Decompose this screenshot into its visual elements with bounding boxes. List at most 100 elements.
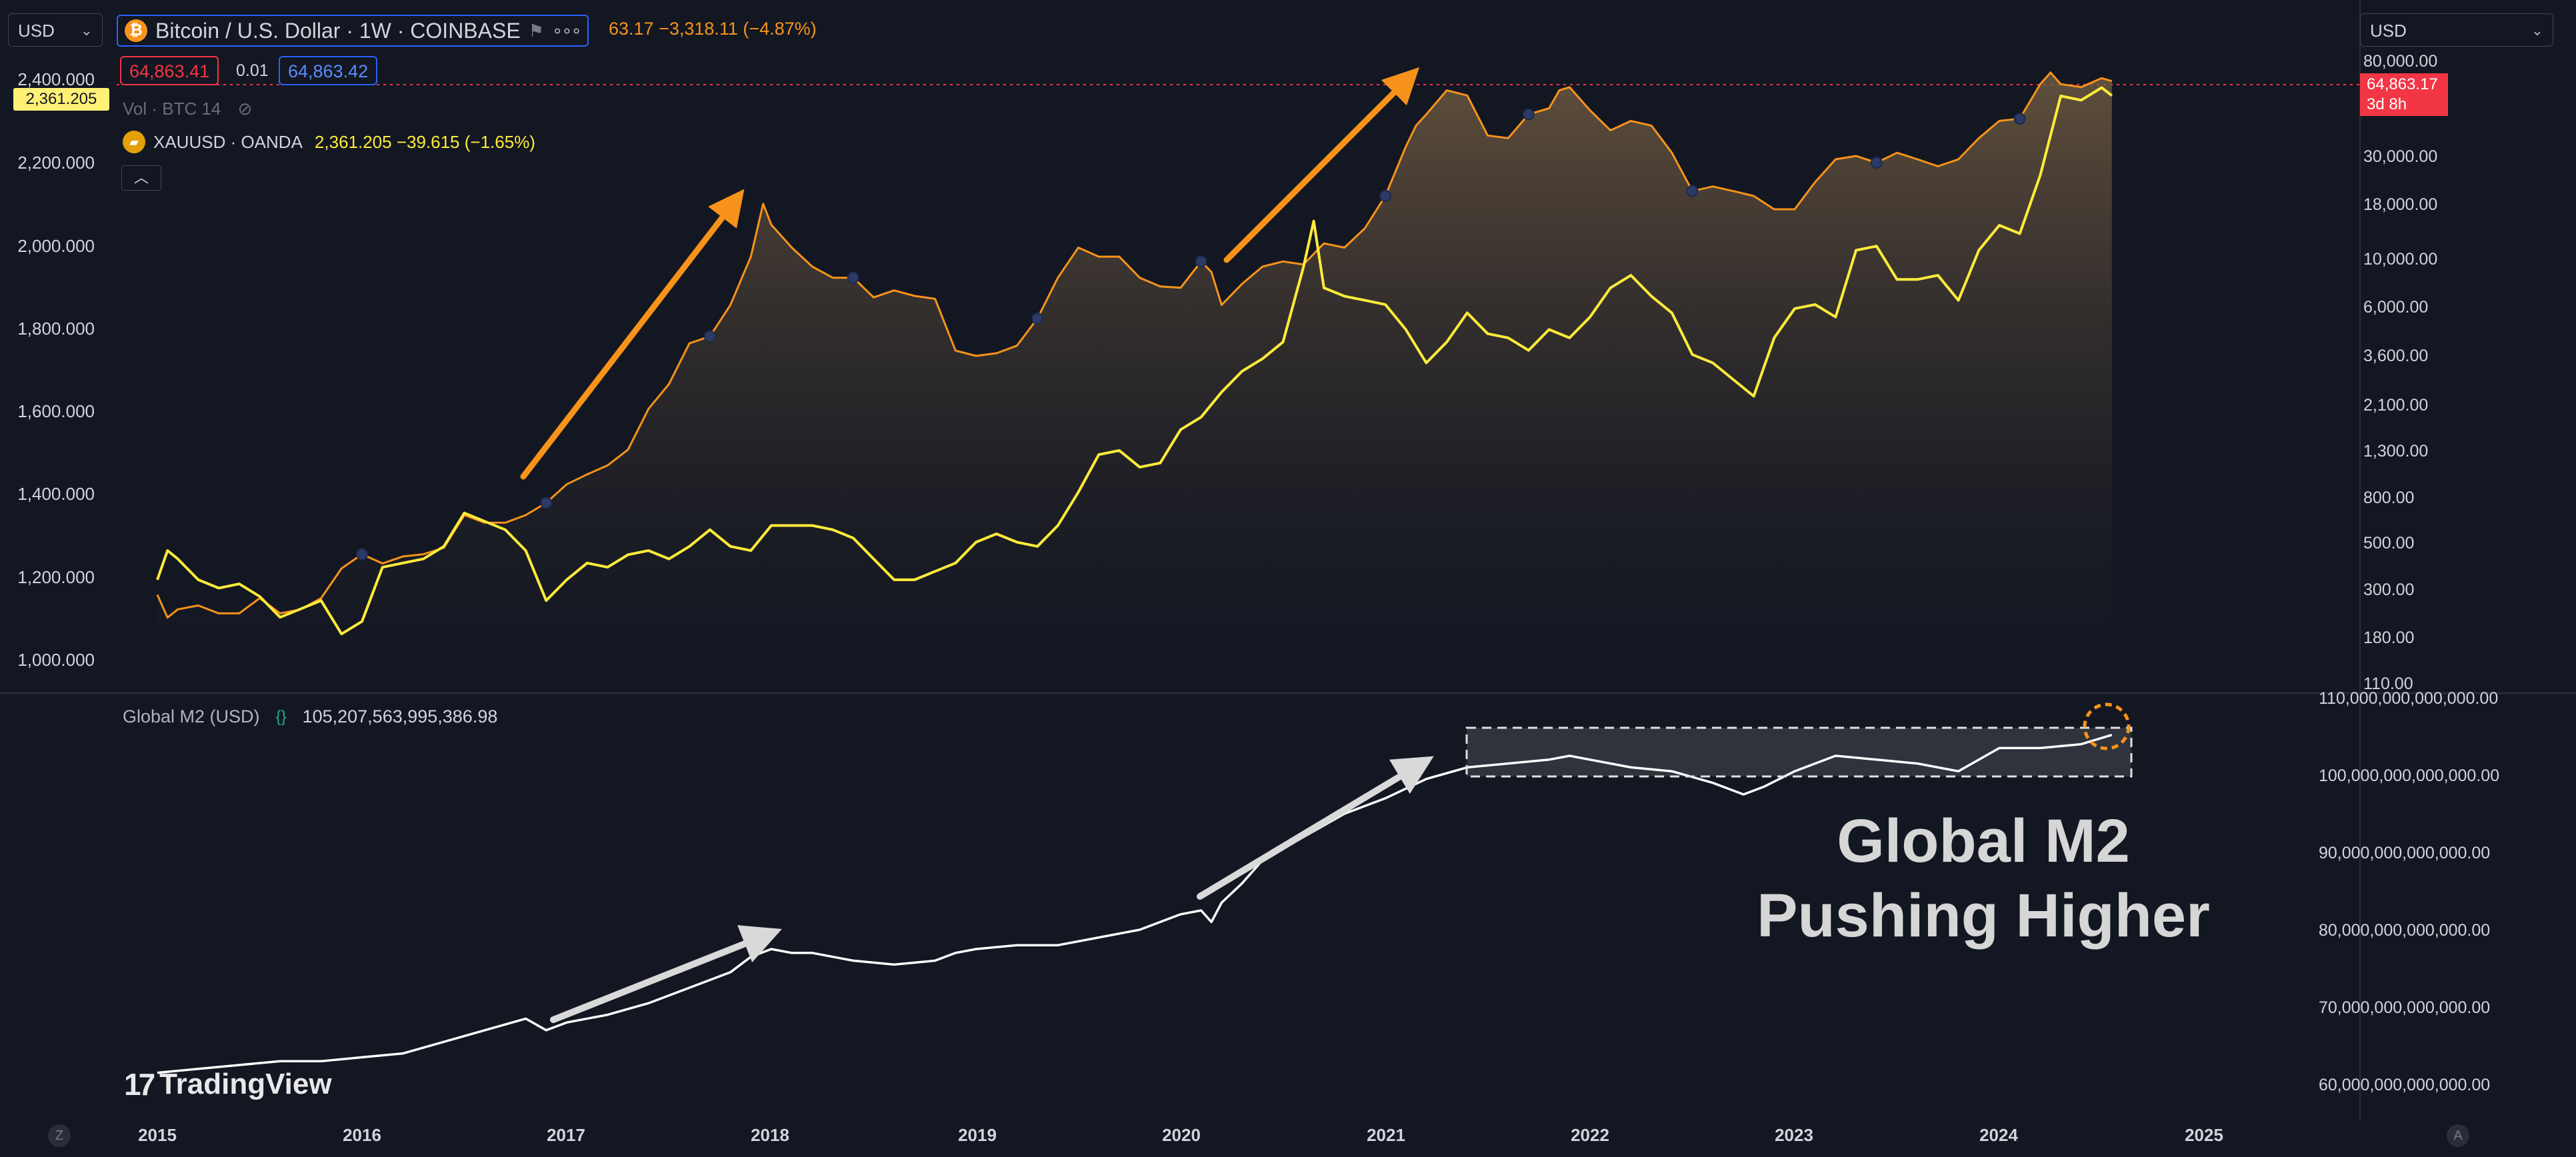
m2-legend[interactable]: Global M2 (USD) {} 105,207,563,995,386.9… [123, 706, 497, 727]
left-axis-tick: 2,400.000 [17, 69, 95, 89]
time-axis-tick: 2023 [1775, 1125, 1813, 1145]
left-axis-tick: 1,400.000 [17, 484, 95, 504]
btc-series [156, 71, 2113, 690]
time-axis-tick: 2020 [1162, 1125, 1201, 1145]
time-axis-tick: 2016 [343, 1125, 381, 1145]
left-axis-tick: 1,000.000 [17, 650, 95, 670]
right-axis-tick: 500.00 [2363, 534, 2415, 553]
btc-price-tag-countdown: 3d 8h [2367, 95, 2407, 113]
right-axis-tick: 3,600.00 [2363, 347, 2429, 365]
more-options-icon[interactable]: ∘∘∘ [551, 20, 582, 41]
btc-dividend-marker [847, 271, 859, 284]
annotation-line-1: Global M2 [1837, 807, 2130, 875]
time-axis-tick: 2021 [1367, 1125, 1405, 1145]
chevron-down-icon: ⌄ [2531, 22, 2543, 39]
m2-axis-tick: 80,000,000,000,000.00 [2319, 921, 2491, 940]
gold-legend-name: XAUUSD · OANDA [153, 131, 303, 152]
time-axis-tick: 2015 [138, 1125, 177, 1145]
collapse-legend-button[interactable]: ︿ [121, 165, 161, 191]
chevron-down-icon: ⌄ [80, 22, 93, 39]
right-axis-tick: 300.00 [2363, 580, 2415, 599]
right-axis-tick: 10,000.00 [2363, 250, 2438, 269]
gold-line [156, 86, 2113, 636]
m2-axis-tick: 110,000,000,000,000.00 [2319, 689, 2499, 708]
volume-legend[interactable]: Vol · BTC 14 ⊘ [123, 99, 252, 119]
symbol-title: Bitcoin / U.S. Dollar · 1W · COINBASE [155, 18, 521, 43]
currency-right-label: USD [2370, 21, 2407, 41]
time-axis-tick: 2019 [958, 1125, 997, 1145]
btc-dividend-marker [703, 330, 716, 343]
left-axis-tick: 2,200.000 [17, 153, 95, 173]
btc-area-fill [157, 72, 2112, 690]
time-axis-tick: 2025 [2185, 1125, 2223, 1145]
m2-axis-tick: 70,000,000,000,000.00 [2319, 998, 2491, 1017]
tradingview-watermark[interactable]: 17 TradingView [124, 1066, 332, 1102]
annotation-text: Global M2 Pushing Higher [1683, 804, 2283, 953]
m2-axis-tick: 60,000,000,000,000.00 [2319, 1076, 2491, 1094]
annotation-arrows [520, 67, 1434, 1023]
btc-dividend-marker [1379, 190, 1391, 202]
gold-price-tag: 2,361.205 [13, 88, 109, 111]
btc-dividend-marker [356, 548, 368, 561]
ask-price[interactable]: 64,863.42 [279, 56, 378, 85]
auto-scale-button[interactable]: A [2447, 1124, 2469, 1147]
left-axis-tick: 1,200.000 [17, 567, 95, 587]
right-axis-tick: 2,100.00 [2363, 396, 2429, 415]
gold-legend[interactable]: ▰ XAUUSD · OANDA 2,361.205 −39.615 (−1.6… [123, 131, 535, 153]
time-axis-tick: 2022 [1571, 1125, 1609, 1145]
time-axis-tick: 2018 [751, 1125, 789, 1145]
btc-dividend-marker [1031, 312, 1044, 325]
symbol-legend[interactable]: ₿ Bitcoin / U.S. Dollar · 1W · COINBASE … [117, 15, 589, 47]
m2-highlight-circle [2083, 702, 2131, 750]
code-braces-icon[interactable]: {} [275, 707, 287, 726]
arrow-orange-2 [1223, 67, 1420, 263]
btc-dividend-marker [2013, 113, 2026, 125]
m2-range-box [1465, 726, 2133, 778]
btc-dividend-marker [540, 497, 553, 509]
btc-dividend-marker [1686, 185, 1699, 197]
zoom-mode-button[interactable]: Z [48, 1124, 71, 1147]
arrow-orange-1 [520, 189, 745, 480]
right-axis-tick: 110.00 [2363, 674, 2413, 693]
right-axis-tick: 80,000.00 [2363, 52, 2438, 71]
chevron-up-icon: ︿ [133, 169, 149, 186]
annotation-line-2: Pushing Higher [1757, 882, 2210, 950]
tradingview-logo-icon: 17 [124, 1067, 155, 1102]
right-axis-tick: 6,000.00 [2363, 298, 2429, 317]
left-axis-tick: 1,800.000 [17, 319, 95, 339]
m2-axis-tick: 90,000,000,000,000.00 [2319, 844, 2491, 862]
left-axis-tick: 1,600.000 [17, 401, 95, 421]
price-change-text: 63.17 −3,318.11 (−4.87%) [609, 19, 817, 39]
right-axis-tick: 30,000.00 [2363, 147, 2438, 166]
currency-left-label: USD [18, 21, 55, 41]
right-axis-tick: 180.00 [2363, 628, 2415, 647]
bid-price[interactable]: 64,863.41 [120, 56, 219, 85]
arrow-grey-1 [550, 925, 782, 1023]
time-axis-tick: 2017 [547, 1125, 585, 1145]
currency-select-left[interactable]: USD ⌄ [8, 13, 103, 47]
btc-dividend-marker [1870, 157, 1883, 169]
currency-select-right[interactable]: USD ⌄ [2360, 13, 2553, 47]
left-axis-tick: 2,000.000 [17, 236, 95, 256]
spread-value: 0.01 [236, 61, 269, 80]
volume-label: Vol · BTC 14 [123, 99, 221, 119]
m2-legend-value: 105,207,563,995,386.98 [302, 706, 498, 726]
eye-off-icon[interactable]: ⊘ [237, 99, 253, 119]
m2-axis-tick: 100,000,000,000,000.00 [2319, 766, 2500, 785]
btc-price-tag: 64,863.17 3d 8h [2360, 73, 2448, 116]
m2-legend-name: Global M2 (USD) [123, 706, 260, 726]
right-axis-tick: 800.00 [2363, 489, 2415, 507]
m2-series [157, 734, 2113, 1074]
m2-line [157, 734, 2113, 1074]
time-axis-tick: 2024 [1979, 1125, 2018, 1145]
tradingview-wordmark: TradingView [159, 1068, 332, 1100]
right-axis-tick: 1,300.00 [2363, 442, 2429, 461]
btc-dividend-marker [1195, 255, 1207, 268]
btc-dividend-marker [1522, 108, 1535, 121]
btc-price-tag-value: 64,863.17 [2367, 75, 2438, 93]
flag-icon[interactable]: ⚑ [528, 20, 544, 41]
gold-series [156, 86, 2113, 636]
gold-legend-values: 2,361.205 −39.615 (−1.65%) [314, 131, 535, 152]
arrow-grey-2 [1197, 756, 1434, 900]
